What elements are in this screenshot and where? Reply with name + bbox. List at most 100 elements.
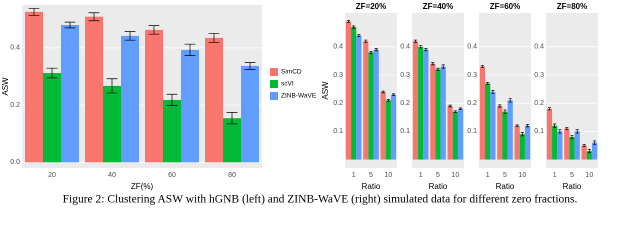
error-bar bbox=[124, 31, 136, 41]
facet-strip bbox=[546, 1, 598, 12]
bar bbox=[181, 49, 199, 163]
bar bbox=[25, 11, 43, 163]
error-bar bbox=[391, 93, 396, 96]
error-bar bbox=[441, 64, 445, 69]
error-bar bbox=[208, 32, 220, 43]
bar bbox=[430, 63, 436, 160]
facet-title: ZF=80% bbox=[557, 2, 587, 11]
x-tick-label: 5 bbox=[436, 172, 440, 179]
x-tick-label: 5 bbox=[503, 172, 507, 179]
bar bbox=[447, 106, 453, 160]
error-bar bbox=[503, 109, 507, 114]
y-tick-label: 0.4 bbox=[534, 44, 544, 51]
bar bbox=[380, 91, 386, 160]
bar bbox=[581, 145, 587, 160]
error-bar bbox=[520, 132, 524, 137]
bar bbox=[457, 108, 464, 160]
y-tick-label: 0.3 bbox=[400, 72, 410, 79]
bar bbox=[490, 91, 496, 160]
error-bar bbox=[357, 34, 361, 38]
bar bbox=[586, 151, 592, 160]
y-tick-label: 0.4 bbox=[467, 44, 477, 51]
error-bar bbox=[587, 149, 591, 154]
error-bar bbox=[448, 104, 452, 108]
error-bar bbox=[148, 25, 160, 35]
bar bbox=[546, 108, 553, 160]
y-axis-label: ASW bbox=[1, 77, 10, 96]
y-tick-label: 0.4 bbox=[400, 44, 410, 51]
y-tick-label: 0.1 bbox=[467, 128, 477, 135]
bar bbox=[514, 125, 520, 160]
error-bar bbox=[582, 143, 586, 147]
x-tick-label: 20 bbox=[48, 172, 56, 179]
figure: Figure 2: Clustering ASW with hGNB (left… bbox=[1, 1, 598, 206]
legend-label: SimCD bbox=[281, 69, 302, 76]
x-tick-label: 5 bbox=[369, 172, 373, 179]
error-bar bbox=[226, 112, 238, 125]
legend-swatch bbox=[270, 92, 278, 100]
error-bar bbox=[436, 67, 440, 71]
x-tick-label: 80 bbox=[228, 172, 236, 179]
y-tick-label: 0.2 bbox=[10, 102, 20, 109]
error-bar bbox=[413, 39, 418, 43]
y-tick-label: 0.2 bbox=[467, 100, 477, 107]
bar bbox=[418, 46, 424, 160]
facet-title: ZF=20% bbox=[356, 2, 386, 11]
legend-label: ZINB-WaVE bbox=[281, 93, 317, 100]
error-bar bbox=[244, 62, 256, 70]
bar bbox=[145, 29, 163, 163]
bar bbox=[423, 49, 429, 160]
bar bbox=[485, 83, 491, 160]
bar bbox=[502, 111, 508, 160]
bar bbox=[61, 25, 79, 163]
bar bbox=[373, 49, 379, 160]
error-bar bbox=[491, 90, 495, 94]
facet-strip bbox=[479, 1, 531, 12]
x-axis-label: Ratio bbox=[563, 182, 582, 191]
error-bar bbox=[480, 65, 485, 69]
x-tick-label: 40 bbox=[108, 172, 116, 179]
error-bar bbox=[565, 127, 569, 131]
error-bar bbox=[498, 104, 502, 108]
bar bbox=[440, 66, 446, 160]
error-bar bbox=[419, 45, 423, 49]
y-tick-label: 0.3 bbox=[333, 72, 343, 79]
error-bar bbox=[381, 90, 385, 94]
error-bar bbox=[166, 93, 178, 107]
bar bbox=[564, 128, 570, 160]
error-bar bbox=[64, 21, 76, 29]
bar bbox=[435, 69, 441, 160]
bar bbox=[552, 125, 558, 160]
y-tick-label: 0.1 bbox=[400, 128, 410, 135]
bar bbox=[557, 131, 563, 160]
bar bbox=[390, 94, 397, 160]
error-bar bbox=[431, 62, 435, 66]
bar bbox=[85, 16, 103, 163]
error-bar bbox=[458, 107, 463, 111]
bar bbox=[591, 142, 598, 160]
x-tick-label: 1 bbox=[486, 172, 490, 179]
error-bar bbox=[453, 110, 457, 113]
x-tick-label: 10 bbox=[518, 172, 526, 179]
x-tick-label: 1 bbox=[419, 172, 423, 179]
x-axis-label: ZF(%) bbox=[131, 182, 154, 191]
bar bbox=[519, 134, 525, 160]
y-tick-label: 0.2 bbox=[400, 100, 410, 107]
y-tick-label: 0.3 bbox=[534, 72, 544, 79]
x-tick-label: 10 bbox=[451, 172, 459, 179]
bar bbox=[103, 85, 121, 163]
error-bar bbox=[28, 8, 40, 16]
bar bbox=[163, 99, 181, 163]
legend-swatch bbox=[270, 80, 278, 88]
error-bar bbox=[106, 78, 118, 94]
x-tick-label: 5 bbox=[570, 172, 574, 179]
bar bbox=[223, 118, 241, 163]
error-bar bbox=[575, 129, 579, 134]
caption: Figure 2: Clustering ASW with hGNB (left… bbox=[63, 194, 578, 206]
x-axis-label: Ratio bbox=[429, 182, 448, 191]
bar bbox=[121, 35, 139, 163]
y-tick-label: 0.0 bbox=[10, 159, 20, 166]
bar bbox=[241, 65, 259, 163]
error-bar bbox=[386, 99, 390, 102]
bar bbox=[569, 137, 575, 160]
